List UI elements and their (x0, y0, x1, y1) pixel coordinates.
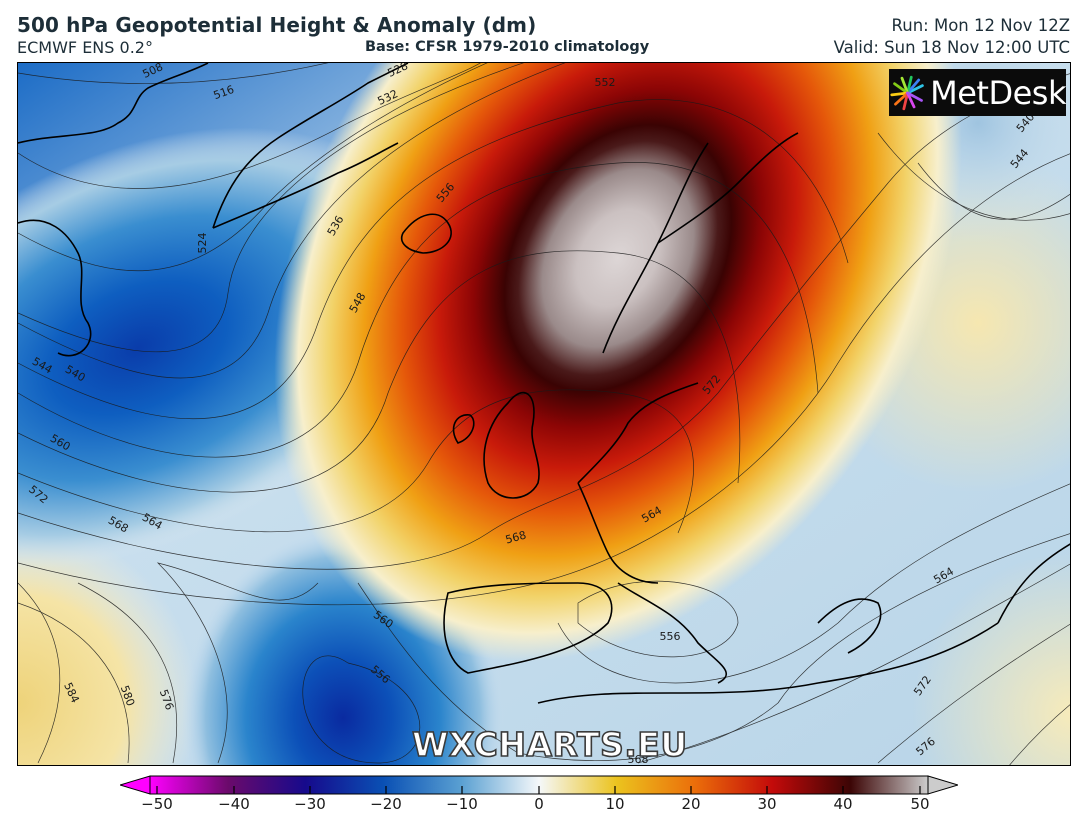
colorbar-ticks: −50 −40 −30 −20 −10 0 10 20 30 40 50 (0, 795, 1088, 815)
colorbar-tick: 40 (833, 795, 853, 813)
colorbar-tick: 10 (605, 795, 625, 813)
colorbar (120, 775, 958, 795)
metdesk-logo: MetDesk (889, 69, 1066, 116)
height-contours (18, 63, 1070, 765)
contour-label: 568 (504, 529, 528, 547)
colorbar-tick: −20 (370, 795, 402, 813)
metdesk-logo-text: MetDesk (930, 73, 1066, 112)
climatology-base-label: Base: CFSR 1979-2010 climatology (365, 39, 650, 55)
metdesk-pinwheel-icon (890, 75, 924, 110)
coastlines (18, 63, 1070, 704)
colorbar-tick: 50 (910, 795, 930, 813)
anomaly-map: 508 516 528 532 552 524 536 556 548 544 540 560 572 5… (17, 62, 1071, 766)
valid-time-label: Valid: Sun 18 Nov 12:00 UTC (833, 38, 1070, 57)
colorbar-tick: 0 (534, 795, 544, 813)
run-time-label: Run: Mon 12 Nov 12Z (891, 16, 1070, 35)
contour-label: 556 (660, 630, 681, 643)
colorbar-tick: −50 (141, 795, 173, 813)
colorbar-tick: 30 (757, 795, 777, 813)
contour-label: 580 (1068, 705, 1071, 728)
chart-title: 500 hPa Geopotential Height & Anomaly (d… (17, 13, 537, 37)
colorbar-tick: −30 (294, 795, 326, 813)
colorbar-tick: 20 (681, 795, 701, 813)
contour-label: 552 (595, 76, 616, 89)
contour-label: 568 (628, 753, 649, 766)
model-label: ECMWF ENS 0.2° (17, 38, 153, 57)
colorbar-tick: −40 (218, 795, 250, 813)
contour-label: 524 (196, 233, 209, 254)
wxcharts-watermark: WXCHARTS.EU (411, 724, 688, 765)
colorbar-tick: −10 (446, 795, 478, 813)
